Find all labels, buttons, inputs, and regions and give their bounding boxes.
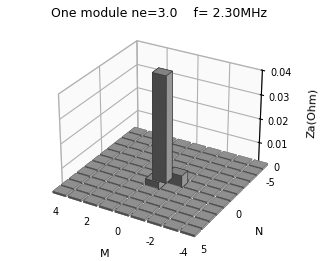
X-axis label: M: M	[100, 249, 110, 259]
Title: One module ne=3.0    f= 2.30MHz: One module ne=3.0 f= 2.30MHz	[51, 7, 267, 20]
Y-axis label: N: N	[255, 227, 263, 236]
